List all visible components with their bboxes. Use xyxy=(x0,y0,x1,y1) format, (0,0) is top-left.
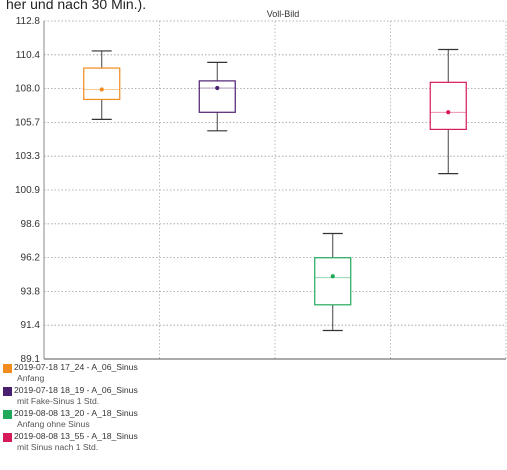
box-plot-1 xyxy=(83,50,121,121)
box-iqr xyxy=(314,257,352,306)
legend-item[interactable]: 2019-08-08 13_20 - A_18_Sinus Anfang ohne… xyxy=(3,408,503,430)
y-tick-label: 112.8 xyxy=(16,16,41,27)
y-tick-label: 89.1 xyxy=(21,354,41,365)
legend-swatch xyxy=(3,364,12,373)
legend-swatch xyxy=(3,433,12,442)
mean-marker xyxy=(330,274,335,279)
y-tick-label: 91.4 xyxy=(21,320,41,331)
box-layer xyxy=(83,48,467,332)
legend-swatch xyxy=(3,410,12,419)
box-plot-2 xyxy=(198,61,236,132)
legend-series-subtitle: mit Sinus nach 1 Std. xyxy=(17,442,99,452)
legend-series-subtitle: Anfang ohne Sinus xyxy=(17,419,90,429)
y-tick-label: 96.2 xyxy=(21,253,41,264)
legend: 2019-07-18 17_24 - A_06_Sinus Anfang 2019-… xyxy=(3,362,503,454)
y-tick-label: 103.3 xyxy=(15,151,40,162)
mean-marker xyxy=(215,85,220,91)
mean-marker xyxy=(446,110,451,115)
y-tick-label: 93.8 xyxy=(21,286,41,297)
legend-series-name: 2019-08-08 13_55 - A_18_Sinus xyxy=(14,431,138,441)
grid-layer xyxy=(43,20,507,360)
legend-series-subtitle: Anfang xyxy=(17,373,45,383)
mean-marker xyxy=(99,87,104,92)
box-plot-3 xyxy=(314,232,352,332)
box-plot-4 xyxy=(429,48,467,175)
legend-swatch xyxy=(3,387,12,396)
header-text-fragment: her und nach 30 Min.). xyxy=(6,0,146,12)
legend-item[interactable]: 2019-07-18 17_24 - A_06_Sinus Anfang xyxy=(3,362,503,384)
y-tick-label: 108.0 xyxy=(15,84,40,95)
y-tick-label: 100.9 xyxy=(15,185,40,196)
legend-item[interactable]: 2019-08-08 13_55 - A_18_Sinus mit Sinus n… xyxy=(3,431,503,453)
y-axis: 112.8 110.4 108.0 105.7 103.3 100.9 98.6 96.2 93… xyxy=(15,16,40,365)
legend-item[interactable]: 2019-07-18 18_19 - A_06_Sinus mit Fake-Si… xyxy=(3,385,503,407)
legend-series-name: 2019-07-18 18_19 - A_06_Sinus xyxy=(14,385,138,395)
legend-series-name: 2019-08-08 13_20 - A_18_Sinus xyxy=(14,408,138,418)
box-iqr xyxy=(83,67,121,101)
legend-series-subtitle: mit Fake-Sinus 1 Std. xyxy=(17,396,100,406)
y-tick-label: 105.7 xyxy=(15,117,40,128)
y-tick-label: 110.4 xyxy=(16,50,41,61)
y-tick-label: 98.6 xyxy=(21,219,41,230)
chart-title: Voll-Bild xyxy=(267,9,300,19)
box-iqr xyxy=(429,81,467,130)
box-iqr xyxy=(198,80,236,113)
legend-series-name: 2019-07-18 17_24 - A_06_Sinus xyxy=(14,362,138,372)
